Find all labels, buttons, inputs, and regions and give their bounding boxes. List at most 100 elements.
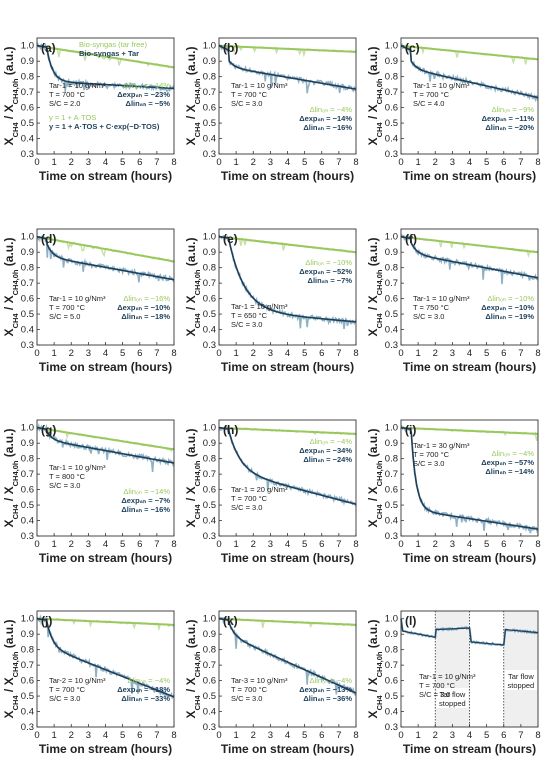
panel-e: 0 1 2 3 4 5 6 7 8 0.3 0.4 0.5 0.6 0.7 0.8 0.9 1.0 Time on…	[184, 228, 359, 374]
y-tick-label: 0.5	[21, 309, 34, 320]
x-tick-label: 8	[535, 348, 540, 359]
x-tick-label: 3	[86, 539, 91, 550]
x-tick-label: 4	[285, 730, 290, 741]
y-tick-label: 0.5	[203, 118, 216, 129]
x-axis-label: Time on stream (hours)	[39, 169, 172, 183]
panel-label: (b)	[223, 41, 238, 55]
y-tick-label: 0.7	[21, 278, 34, 289]
x-tick-label: 2	[69, 730, 74, 741]
y-tick-label: 1.0	[21, 423, 34, 434]
x-tick-label: 8	[535, 730, 540, 741]
x-tick-label: 8	[353, 539, 358, 550]
y-axis-label: XCH4 / XCH4,0h (a.u.)	[184, 429, 202, 528]
delta-label: Δlin₀ₕ = −4%	[310, 437, 353, 446]
series-tar-fit	[218, 235, 357, 323]
x-tick-label: 3	[268, 348, 273, 359]
x-axis-label: Time on stream (hours)	[403, 742, 536, 756]
panel-label: (c)	[405, 41, 420, 55]
condition-text: Tar-1 = 10 g/Nm³	[49, 294, 106, 303]
y-tick-label: 0.9	[21, 56, 34, 67]
panel-label: (d)	[41, 232, 56, 246]
x-axis-label: Time on stream (hours)	[221, 551, 354, 565]
x-tick-label: 4	[467, 348, 472, 359]
y-axis-label: XCH4 / XCH4,0h (a.u.)	[2, 47, 20, 146]
x-tick-label: 8	[171, 157, 176, 168]
x-tick-label: 5	[302, 348, 307, 359]
x-tick-label: 0	[216, 730, 221, 741]
stopped-label: stopped	[439, 699, 466, 708]
delta-label: Δlin₀ₕ = −10%	[305, 258, 352, 267]
y-tick-label: 0.5	[21, 500, 34, 511]
x-tick-label: 6	[319, 539, 324, 550]
y-axis-label: XCH4 / XCH4,0h (a.u.)	[2, 620, 20, 719]
x-tick-label: 0	[216, 539, 221, 550]
condition-text: S/C = 4.0	[413, 99, 444, 108]
condition-text: S/C = 2.0	[49, 99, 80, 108]
x-tick-label: 5	[484, 157, 489, 168]
x-tick-label: 6	[137, 539, 142, 550]
y-tick-label: 0.3	[385, 722, 398, 733]
x-tick-label: 0	[398, 348, 403, 359]
x-axis-label: Time on stream (hours)	[221, 742, 354, 756]
condition-text: Tar-2 = 10 g/Nm³	[49, 676, 106, 685]
delta-label: Δexp₈ₕ = −23%	[117, 90, 170, 99]
x-tick-label: 0	[216, 157, 221, 168]
x-tick-label: 6	[319, 730, 324, 741]
x-tick-label: 5	[120, 539, 125, 550]
y-tick-label: 0.9	[385, 629, 398, 640]
panel-label: (f)	[405, 232, 417, 246]
y-tick-label: 0.8	[203, 645, 216, 656]
delta-label: Δlin₀ₕ = −4%	[128, 676, 171, 685]
x-tick-label: 0	[34, 157, 39, 168]
x-tick-label: 8	[171, 539, 176, 550]
x-tick-label: 3	[268, 157, 273, 168]
delta-label: Δlin₈ₕ = −7%	[308, 276, 353, 285]
x-tick-label: 3	[450, 348, 455, 359]
series-tar-fit	[218, 45, 357, 90]
x-tick-label: 1	[233, 348, 238, 359]
x-tick-label: 1	[233, 730, 238, 741]
condition-text: T = 700 °C	[231, 685, 268, 694]
condition-text: Tar-3 = 10 g/Nm³	[231, 676, 288, 685]
panel-label: (k)	[223, 614, 238, 628]
delta-label: Δlin₈ₕ = −36%	[303, 694, 352, 703]
delta-label: Δexp₈ₕ = −52%	[299, 267, 352, 276]
x-tick-label: 4	[103, 157, 108, 168]
condition-text: T = 700 °C	[49, 685, 86, 694]
y-tick-label: 0.4	[385, 707, 398, 718]
y-tick-label: 0.8	[21, 645, 34, 656]
y-tick-label: 0.5	[203, 309, 216, 320]
series-tar-fit	[400, 45, 539, 99]
condition-text: S/C = 3.0	[413, 312, 444, 321]
x-tick-label: 2	[433, 348, 438, 359]
condition-text: T = 700 °C	[419, 681, 456, 690]
panel-label: (g)	[41, 423, 56, 437]
x-tick-label: 8	[535, 539, 540, 550]
series-tar-fit	[36, 235, 175, 281]
x-tick-label: 2	[69, 348, 74, 359]
panel-a: 0 1 2 3 4 5 6 7 8 0.3 0.4 0.5 0.6 0.7 0.8 0.9 1.0 Time on…	[2, 37, 177, 183]
y-tick-label: 0.6	[21, 676, 34, 687]
x-tick-label: 0	[216, 348, 221, 359]
delta-label: Δlin₈ₕ = −16%	[303, 123, 352, 132]
x-tick-label: 5	[302, 730, 307, 741]
panel-g: 0 1 2 3 4 5 6 7 8 0.3 0.4 0.5 0.6 0.7 0.8 0.9 1.0 Time on…	[2, 419, 177, 565]
x-tick-label: 7	[518, 348, 523, 359]
plot-frame	[400, 228, 539, 346]
x-tick-label: 1	[415, 348, 420, 359]
y-tick-label: 0.7	[385, 87, 398, 98]
y-tick-label: 0.4	[21, 134, 34, 145]
plot-frame	[218, 610, 357, 728]
y-tick-label: 0.5	[385, 691, 398, 702]
y-tick-label: 0.9	[203, 56, 216, 67]
y-tick-label: 0.6	[203, 103, 216, 114]
series-tar-fit	[218, 617, 357, 694]
x-tick-label: 3	[268, 539, 273, 550]
delta-label: Δexp₈ₕ = −57%	[481, 458, 534, 467]
x-tick-label: 4	[467, 730, 472, 741]
x-tick-label: 0	[34, 348, 39, 359]
y-tick-label: 0.7	[21, 469, 34, 480]
panel-label: (l)	[405, 614, 416, 628]
y-tick-label: 0.6	[21, 485, 34, 496]
x-tick-label: 5	[484, 730, 489, 741]
